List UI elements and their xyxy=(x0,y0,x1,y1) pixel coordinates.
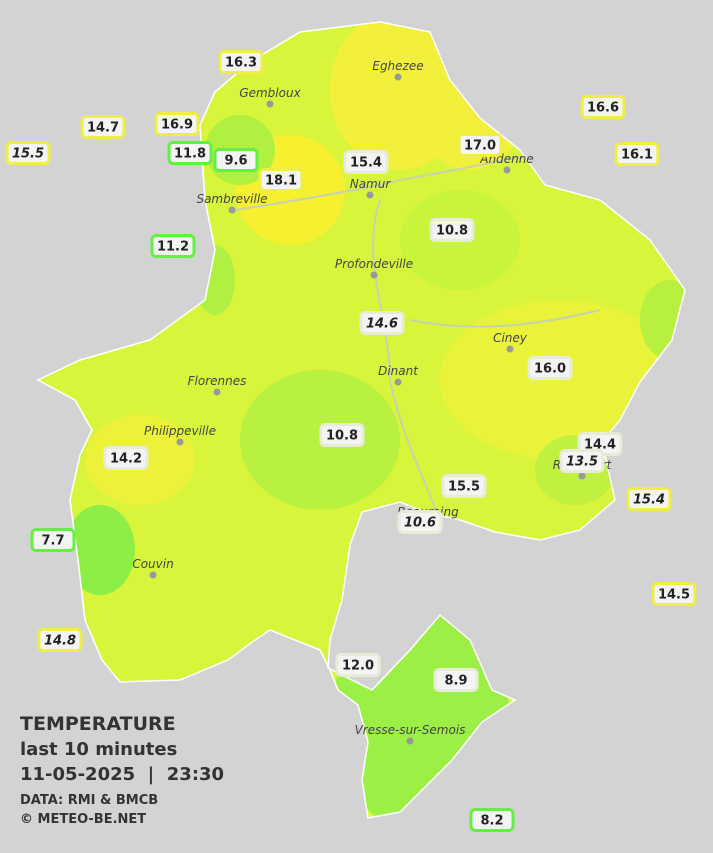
town-label: Namur xyxy=(350,177,392,191)
town-label: Dinant xyxy=(378,364,419,378)
station-box xyxy=(5,141,51,165)
town-dot xyxy=(228,206,236,214)
legend-datetime: 11-05-2025 | 23:30 xyxy=(20,764,224,785)
station-value: 16.9 xyxy=(161,118,193,133)
station-value: 11.8 xyxy=(174,147,206,162)
station-box xyxy=(651,582,697,606)
station-box xyxy=(441,474,487,498)
town-dot xyxy=(366,191,374,199)
town-label: Sambreville xyxy=(196,192,267,206)
town-label: Philippeville xyxy=(144,424,216,438)
station-value: 7.7 xyxy=(41,534,64,549)
town-dot xyxy=(506,345,514,353)
town-label: Florennes xyxy=(188,374,247,388)
station-box xyxy=(626,487,672,511)
station-box xyxy=(580,95,626,119)
town-dot xyxy=(394,73,402,81)
station-box xyxy=(335,653,381,677)
station-box xyxy=(397,510,443,534)
station-value: 15.5 xyxy=(448,480,480,495)
town-dot xyxy=(149,571,157,579)
station-value: 12.0 xyxy=(342,659,374,674)
station-box xyxy=(319,423,365,447)
station-value: 16.3 xyxy=(225,56,257,71)
station-box xyxy=(527,356,573,380)
station-value: 16.6 xyxy=(587,101,619,116)
station-box xyxy=(213,148,259,172)
town-label: Vresse-sur-Semois xyxy=(355,723,466,737)
station-box xyxy=(457,133,503,157)
station-value: 10.8 xyxy=(326,429,358,444)
town-dot xyxy=(266,100,274,108)
station-value: 11.2 xyxy=(157,240,189,255)
station-box xyxy=(37,628,83,652)
station-value: 8.9 xyxy=(444,674,467,689)
station-value: 15.4 xyxy=(350,156,382,171)
station-box xyxy=(433,668,479,692)
station-box xyxy=(469,808,515,832)
town-dot xyxy=(503,166,511,174)
station-box xyxy=(343,150,389,174)
station-box xyxy=(167,141,213,165)
legend-subtitle: last 10 minutes xyxy=(20,739,177,760)
legend-source: DATA: RMI & BMCB xyxy=(20,793,158,808)
town-dot xyxy=(394,378,402,386)
station-box xyxy=(154,112,200,136)
legend-copyright: © METEO-BE.NET xyxy=(20,812,146,827)
station-box xyxy=(614,142,660,166)
station-box xyxy=(359,311,405,335)
town-dot xyxy=(370,271,378,279)
station-box xyxy=(150,234,196,258)
station-value: 8.2 xyxy=(480,814,503,829)
station-value: 13.5 xyxy=(566,455,598,470)
station-value: 15.4 xyxy=(633,493,665,508)
town-label: Profondeville xyxy=(335,257,413,271)
station-box xyxy=(103,446,149,470)
station-value: 14.6 xyxy=(366,317,398,332)
town-label: Eghezee xyxy=(372,59,423,73)
station-box xyxy=(559,449,605,473)
station-value: 14.4 xyxy=(584,438,616,453)
station-box xyxy=(218,50,264,74)
station-value: 9.6 xyxy=(224,154,247,169)
station-value: 10.6 xyxy=(404,516,436,531)
station-value: 18.1 xyxy=(265,174,297,189)
town-dot xyxy=(213,388,221,396)
station-box xyxy=(429,218,475,242)
station-value: 17.0 xyxy=(464,139,496,154)
station-value: 16.1 xyxy=(621,148,653,163)
town-dot xyxy=(406,737,414,745)
station-value: 14.5 xyxy=(658,588,690,603)
station-box xyxy=(30,528,76,552)
town-dot xyxy=(578,472,586,480)
legend-heading: TEMPERATURE xyxy=(20,713,176,735)
station-value: 10.8 xyxy=(436,224,468,239)
station-value: 15.5 xyxy=(12,147,44,162)
town-dot xyxy=(176,438,184,446)
station-value: 14.7 xyxy=(87,121,119,136)
town-label: Gembloux xyxy=(239,86,301,100)
station-value: 14.2 xyxy=(110,452,142,467)
town-label: Ciney xyxy=(493,331,528,345)
station-box xyxy=(258,168,304,192)
town-label: Couvin xyxy=(132,557,173,571)
station-box xyxy=(80,115,126,139)
station-value: 14.8 xyxy=(44,634,76,649)
station-value: 16.0 xyxy=(534,362,566,377)
